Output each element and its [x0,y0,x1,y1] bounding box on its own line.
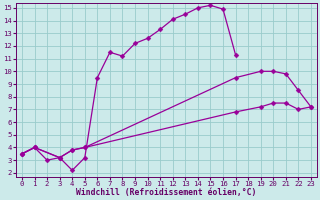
X-axis label: Windchill (Refroidissement éolien,°C): Windchill (Refroidissement éolien,°C) [76,188,257,197]
